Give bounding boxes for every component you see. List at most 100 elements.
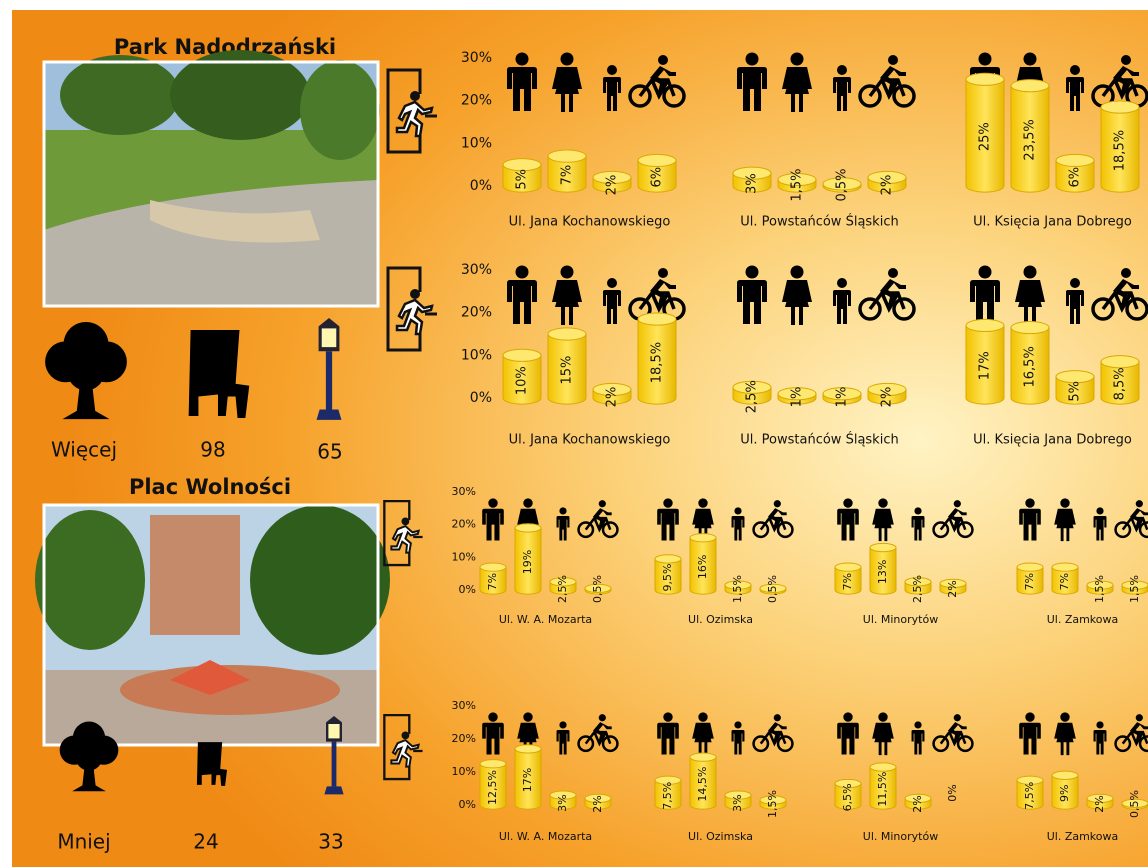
photo-park	[44, 50, 380, 306]
value-label: 2%	[591, 795, 604, 812]
value-label: 6%	[1068, 167, 1083, 188]
y-tick-label: 30%	[452, 699, 476, 712]
y-tick-label: 0%	[459, 583, 476, 596]
value-label: 3%	[745, 173, 760, 194]
bar-top	[690, 753, 716, 761]
street-label: Ul. Ozimska	[688, 613, 753, 626]
value-label: 1,5%	[766, 790, 779, 818]
value-label: 1,5%	[790, 168, 805, 201]
street-label: Ul. Powstańców Śląskich	[740, 432, 898, 448]
value-label: 7,5%	[661, 782, 674, 810]
lamps-count: 65	[317, 440, 342, 464]
value-label: 2%	[605, 175, 620, 196]
value-label: 12,5%	[486, 770, 499, 805]
bar-top	[1101, 101, 1139, 113]
benches-count: 98	[200, 438, 225, 462]
bar-top	[503, 349, 541, 361]
value-label: 0,5%	[1128, 790, 1141, 818]
benches-count: 24	[193, 830, 218, 854]
y-tick-label: 10%	[452, 550, 476, 563]
street-label: Ul. Minorytów	[863, 613, 938, 626]
y-tick-label: 10%	[461, 347, 492, 363]
value-label: 7%	[841, 573, 854, 590]
value-label: 0,5%	[591, 575, 604, 603]
value-label: 1,5%	[1128, 575, 1141, 603]
street-label: Ul. Zamkowa	[1047, 830, 1119, 843]
value-label: 18,5%	[650, 342, 665, 383]
y-tick-label: 0%	[459, 798, 476, 811]
bar-top	[1017, 563, 1043, 571]
y-tick-label: 10%	[452, 765, 476, 778]
value-label: 2,5%	[745, 380, 760, 413]
y-tick-label: 30%	[452, 485, 476, 498]
value-label: 25%	[978, 122, 993, 151]
bar-top	[480, 563, 506, 571]
trees-label: Więcej	[51, 438, 117, 462]
y-tick-label: 0%	[470, 178, 492, 194]
y-tick-label: 20%	[452, 518, 476, 531]
bar-top	[1101, 356, 1139, 368]
infographic: Park Nadodrzański Więcej 98 65 Plac Woln…	[0, 0, 1148, 867]
bar-top	[966, 73, 1004, 85]
value-label: 2%	[911, 795, 924, 812]
lamps-count: 33	[318, 830, 343, 854]
y-tick-label: 30%	[461, 262, 492, 278]
y-tick-label: 10%	[461, 135, 492, 151]
value-label: 13%	[876, 560, 889, 584]
bar-top	[1056, 371, 1094, 383]
value-label: 3%	[731, 794, 744, 811]
bar-top	[1052, 563, 1078, 571]
value-label: 0%	[946, 784, 959, 801]
bar-top	[1011, 80, 1049, 92]
street-label: Ul. W. A. Mozarta	[499, 613, 592, 626]
bar-top	[1011, 322, 1049, 334]
bar-top	[1052, 771, 1078, 779]
trees-label: Mniej	[57, 830, 110, 854]
street-label: Ul. Zamkowa	[1047, 613, 1119, 626]
value-label: 6,5%	[841, 783, 854, 811]
value-label: 0,5%	[835, 168, 850, 201]
y-tick-label: 30%	[461, 50, 492, 66]
value-label: 19%	[521, 550, 534, 574]
value-label: 9,5%	[661, 564, 674, 592]
value-label: 7,5%	[1023, 782, 1036, 810]
y-tick-label: 20%	[461, 305, 492, 321]
bar-top	[690, 534, 716, 542]
section-title: Plac Wolności	[129, 475, 291, 499]
street-label: Ul. Minorytów	[863, 830, 938, 843]
street-label: Ul. Jana Kochanowskiego	[509, 215, 671, 230]
bar-top	[515, 524, 541, 532]
value-label: 2%	[946, 580, 959, 597]
value-label: 14,5%	[696, 767, 709, 802]
value-label: 16,5%	[1023, 346, 1038, 387]
bar-top	[870, 543, 896, 551]
value-label: 7%	[1058, 573, 1071, 590]
value-label: 18,5%	[1113, 130, 1128, 171]
bar-top	[548, 150, 586, 162]
value-label: 5%	[1068, 381, 1083, 402]
value-label: 1%	[790, 387, 805, 408]
y-tick-label: 20%	[452, 732, 476, 745]
bar-top	[638, 154, 676, 166]
bar-top	[870, 763, 896, 771]
value-label: 6%	[650, 167, 665, 188]
value-label: 17%	[521, 768, 534, 792]
value-label: 2%	[1093, 795, 1106, 812]
value-label: 2,5%	[911, 575, 924, 603]
value-label: 2,5%	[556, 575, 569, 603]
street-label: Ul. Jana Kochanowskiego	[509, 433, 671, 448]
value-label: 5%	[515, 169, 530, 190]
street-label: Ul. Księcia Jana Dobrego	[973, 215, 1132, 230]
y-tick-label: 0%	[470, 390, 492, 406]
value-label: 11,5%	[876, 772, 889, 807]
bar-top	[515, 745, 541, 753]
value-label: 9%	[1058, 785, 1071, 802]
street-label: Ul. W. A. Mozarta	[499, 830, 592, 843]
value-label: 1,5%	[731, 575, 744, 603]
value-label: 1%	[835, 387, 850, 408]
value-label: 8,5%	[1113, 367, 1128, 400]
street-label: Ul. Powstańców Śląskich	[740, 214, 898, 230]
value-label: 15%	[560, 356, 575, 385]
bar-top	[835, 563, 861, 571]
value-label: 23,5%	[1023, 119, 1038, 160]
